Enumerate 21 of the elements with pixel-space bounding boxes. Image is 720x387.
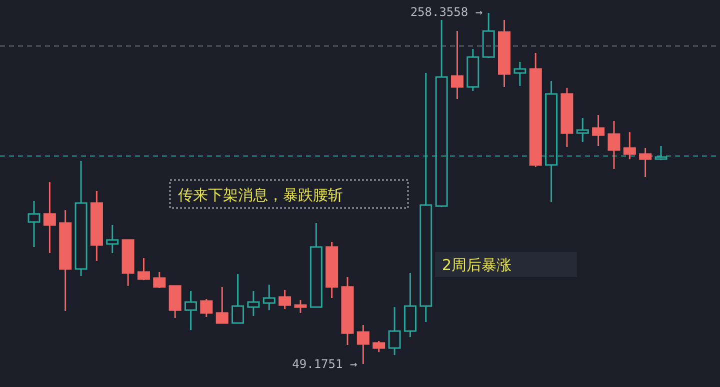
candlestick: [608, 120, 620, 170]
candlestick: [247, 290, 260, 317]
annotation: 2周后暴涨: [442, 256, 512, 274]
annotation: 258.3558 →: [410, 5, 483, 19]
candlestick: [356, 324, 370, 365]
candlestick: [341, 276, 354, 346]
candlestick: [43, 181, 56, 254]
candlestick: [576, 117, 589, 143]
candlestick: [90, 190, 103, 262]
candlestick: [326, 241, 338, 299]
candlestick: [106, 224, 119, 254]
candlestick: [498, 19, 510, 88]
candlestick: [59, 209, 72, 312]
candlestick: [592, 114, 605, 147]
annotation: 传来下架消息，暴跌腰斩: [178, 186, 343, 204]
candlestick: [639, 147, 652, 178]
candlestick: [28, 200, 40, 248]
candlestick: [74, 160, 88, 277]
annotation: 49.1751 →: [292, 357, 358, 371]
candlestick: [184, 290, 197, 331]
candlestick: [450, 30, 464, 100]
